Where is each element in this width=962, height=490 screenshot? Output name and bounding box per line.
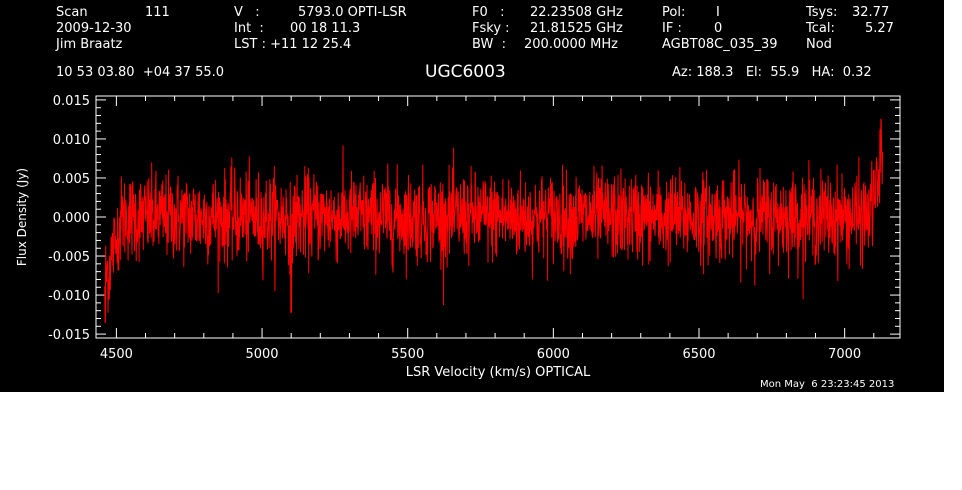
bw-label: BW :: [472, 37, 506, 52]
if-label: IF :: [662, 21, 682, 36]
plot-timestamp: Mon May 6 23:23:45 2013: [760, 379, 895, 390]
y-tick-label: -0.015: [48, 328, 90, 343]
int-label: Int :: [234, 21, 264, 36]
tsys-value: 32.77: [852, 5, 890, 20]
fsky-label: Fsky :: [472, 21, 510, 36]
velocity-label: V :: [234, 5, 260, 20]
x-tick-label: 7000: [828, 347, 861, 362]
y-tick-label: -0.010: [48, 289, 90, 304]
tcal-value: 5.27: [865, 21, 894, 36]
y-axis-label: Flux Density (Jy): [15, 168, 29, 266]
x-tick-label: 5000: [245, 347, 278, 362]
az-el-ha: Az: 188.3 El: 55.9 HA: 0.32: [672, 65, 872, 80]
y-tick-label: 0.015: [53, 94, 90, 109]
x-axis-label: LSR Velocity (km/s) OPTICAL: [406, 365, 591, 380]
scan-value: 111: [145, 5, 170, 20]
x-tick-label: 5500: [391, 347, 424, 362]
int-value: 00 18 11.3: [290, 21, 361, 36]
source-coords: 10 53 03.80 +04 37 55.0: [56, 65, 225, 80]
source-title: UGC6003: [425, 62, 506, 82]
observer: Jim Braatz: [56, 37, 123, 52]
switching-mode: Nod: [806, 37, 832, 52]
pol-value: I: [716, 5, 720, 20]
project-id: AGBT08C_035_39: [662, 37, 778, 52]
x-tick-label: 6500: [682, 347, 715, 362]
x-tick-label: 6000: [537, 347, 570, 362]
y-tick-label: 0.010: [53, 133, 90, 148]
fsky-value: 21.81525 GHz: [530, 21, 623, 36]
velocity-value: 5793.0 OPTI-LSR: [298, 5, 407, 20]
tsys-label: Tsys:: [806, 5, 838, 20]
spectrum-series-line: [104, 118, 883, 323]
scan-label: Scan: [56, 5, 88, 20]
x-tick-label: 4500: [100, 347, 133, 362]
y-tick-label: 0.000: [53, 211, 90, 226]
lst-label: LST : +11 12 25.4: [234, 37, 352, 52]
f0-label: F0 :: [472, 5, 505, 20]
spectrum-plot: 4500 5000 5500 6000 6500 7000 -0.015 -0.010 -0.…: [15, 94, 901, 380]
obs-date: 2009-12-30: [56, 21, 132, 36]
y-tick-label: -0.005: [48, 250, 90, 265]
pol-label: Pol:: [662, 5, 686, 20]
tcal-label: Tcal:: [806, 21, 835, 36]
if-value: 0: [714, 21, 723, 36]
y-tick-label: 0.005: [53, 172, 90, 187]
f0-value: 22.23508 GHz: [530, 5, 623, 20]
plot-frame: [95, 95, 901, 339]
bw-value: 200.0000 MHz: [524, 37, 618, 52]
